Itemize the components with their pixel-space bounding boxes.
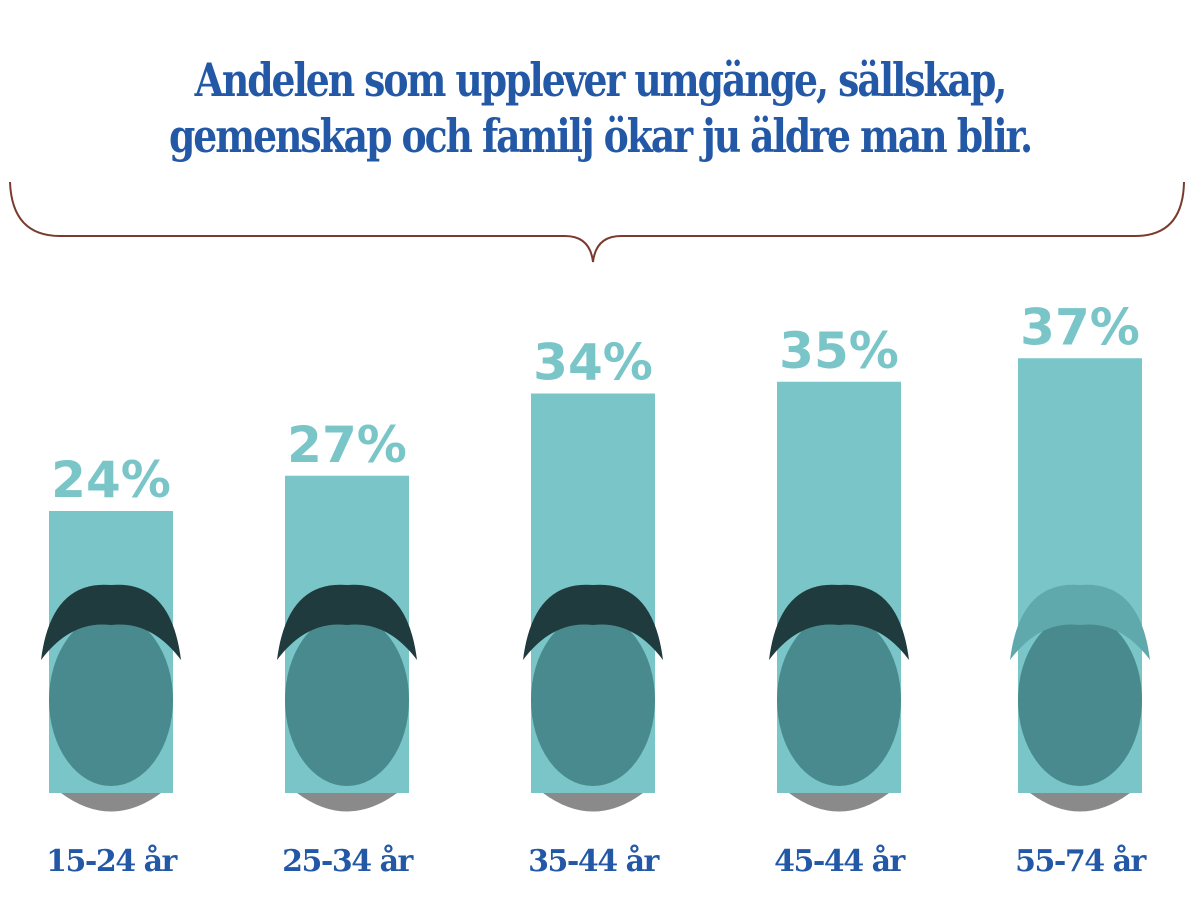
category-label-3: 35-44 år [528, 844, 660, 879]
portrait-photo-1 [41, 584, 181, 812]
chart-title-line-1: Andelen som upplever umgänge, sällskap, [194, 53, 1008, 107]
value-label-5: 37% [1020, 298, 1140, 356]
speech-brace [9, 181, 1185, 263]
portrait-photo-4 [769, 584, 909, 812]
portrait-photo-2 [277, 584, 417, 812]
portrait-photo-3 [523, 584, 663, 812]
value-label-2: 27% [287, 416, 407, 474]
category-label-4: 45-44 år [774, 844, 906, 879]
value-label-3: 34% [533, 334, 653, 392]
chart-title: Andelen som upplever umgänge, sällskap, … [108, 52, 1092, 164]
value-label-1: 24% [51, 451, 171, 509]
category-label-2: 25-34 år [282, 844, 414, 879]
brace-line [9, 181, 1185, 263]
chart-title-line-2: gemenskap och familj ökar ju äldre man b… [168, 109, 1033, 163]
portrait-photo-5 [1010, 584, 1150, 812]
category-label-1: 15-24 år [46, 844, 178, 879]
value-label-4: 35% [779, 322, 899, 380]
category-label-5: 55-74 år [1015, 844, 1147, 879]
